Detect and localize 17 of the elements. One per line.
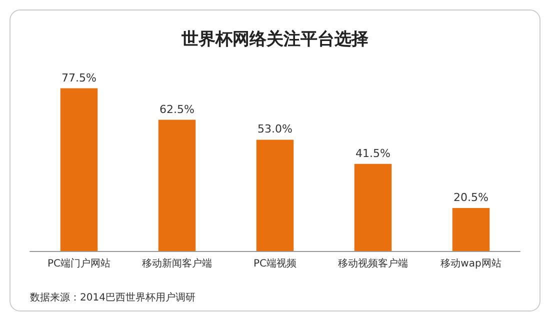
data-label: 53.0%: [258, 122, 292, 136]
data-label: 41.5%: [356, 146, 390, 160]
data-label: 77.5%: [62, 71, 96, 84]
bar: [452, 208, 490, 251]
data-label: 20.5%: [454, 190, 488, 204]
bar: [60, 88, 98, 251]
bar: [158, 120, 196, 251]
bar: [256, 140, 294, 251]
source-note: 数据来源：2014巴西世界杯用户调研: [30, 292, 196, 304]
x-tick-label: 移动视频客户端: [338, 258, 408, 270]
data-label: 62.5%: [160, 102, 194, 116]
x-tick-label: PC端视频: [253, 258, 297, 270]
chart-title: 世界杯网络关注平台选择: [180, 30, 368, 50]
x-tick-label: PC端门户网站: [47, 258, 111, 270]
x-tick-label: 移动新闻客户端: [142, 258, 212, 270]
bar: [354, 164, 392, 251]
x-tick-label: 移动wap网站: [440, 258, 502, 270]
